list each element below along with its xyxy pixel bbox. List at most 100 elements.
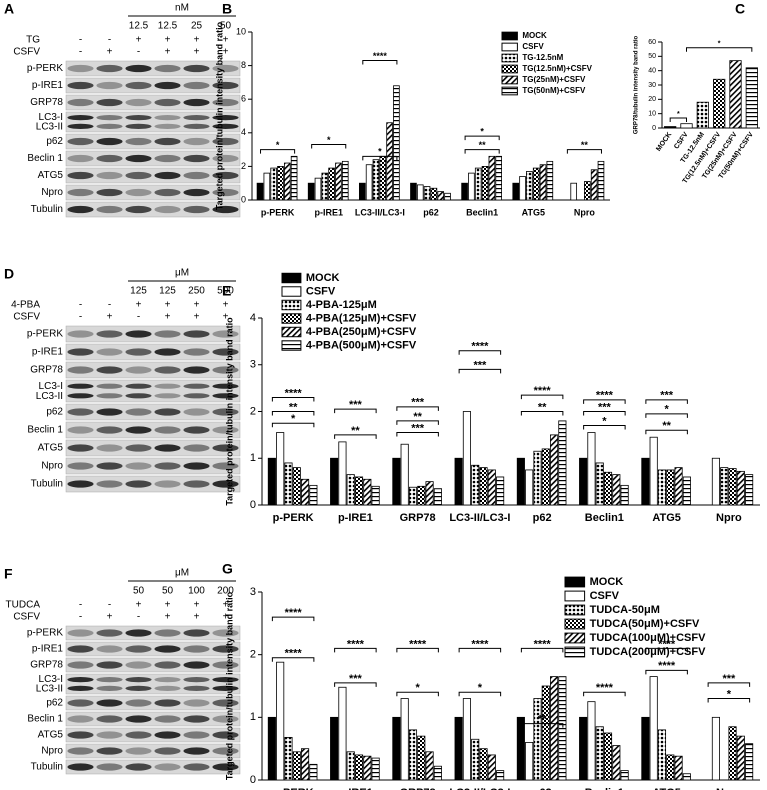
- bar: [425, 751, 434, 781]
- blot-band: [125, 480, 152, 488]
- blot-strip: [65, 641, 241, 657]
- significance-label: *: [276, 140, 280, 150]
- blot-band: [125, 393, 152, 399]
- x-tick-label: LC3-II/LC3-I: [355, 207, 405, 217]
- y-axis-label: Targeted protein/tubulin intensity band …: [224, 317, 234, 506]
- bar: [309, 484, 318, 506]
- concentration: 125: [159, 286, 176, 297]
- blot-band: [154, 81, 181, 90]
- legend-swatch: [501, 31, 518, 41]
- bar: [711, 457, 720, 506]
- blot-band: [212, 64, 239, 73]
- legend-swatch: [501, 53, 518, 63]
- panel-letter: F: [4, 566, 13, 582]
- band-label: p-IRE1: [32, 644, 64, 655]
- significance-bracket: [645, 413, 688, 418]
- band-label: Beclin 1: [27, 425, 63, 436]
- significance-label: ****: [534, 385, 552, 397]
- significance-label: **: [538, 714, 547, 726]
- blot-band: [96, 383, 123, 389]
- band-label: p-IRE1: [32, 347, 64, 358]
- blot-band: [183, 763, 210, 771]
- bar: [393, 85, 400, 201]
- y-tick-label: 2: [241, 161, 246, 171]
- blot-band: [125, 747, 152, 755]
- bar: [425, 481, 434, 506]
- blot-band: [154, 444, 181, 452]
- blot-band: [154, 188, 181, 197]
- bar: [729, 60, 742, 129]
- treatment-sign: +: [223, 300, 229, 311]
- y-tick-label: 6: [241, 94, 246, 104]
- significance-label: ***: [411, 397, 425, 409]
- bar: [283, 162, 291, 201]
- band-label: p-IRE1: [32, 80, 64, 91]
- bar: [745, 743, 754, 781]
- bar: [462, 698, 471, 781]
- significance-label: ****: [373, 51, 388, 61]
- bar: [525, 742, 534, 781]
- blot-band: [96, 747, 123, 755]
- legend-label: 4-PBA-125μM: [306, 299, 377, 311]
- significance-bracket: [271, 422, 315, 428]
- band-label: GRP78: [30, 660, 63, 671]
- x-tick-label: Npro: [574, 207, 595, 217]
- significance-bracket: [458, 350, 502, 355]
- bar: [587, 432, 596, 506]
- blot-band: [67, 763, 94, 771]
- treatment-sign: +: [165, 300, 171, 311]
- bar: [444, 192, 451, 201]
- legend-swatch: [564, 590, 586, 602]
- x-tick-label: LC3-II/LC3-I: [449, 512, 510, 524]
- treatment-sign: +: [136, 300, 142, 311]
- legend-swatch: [281, 313, 302, 324]
- blot-band: [96, 154, 123, 163]
- blot-band: [96, 64, 123, 73]
- blot-band: [67, 699, 94, 707]
- blot-band: [154, 123, 181, 129]
- legend-label: CSFV: [522, 42, 544, 51]
- concentration: 50: [162, 586, 174, 597]
- bar: [346, 474, 355, 506]
- bar: [284, 462, 293, 506]
- blot-band: [183, 123, 210, 129]
- bar: [649, 436, 658, 506]
- significance-label: **: [413, 411, 422, 423]
- blot-band: [154, 408, 181, 416]
- blot-band: [96, 330, 123, 338]
- bar: [570, 182, 578, 201]
- blot-band: [183, 661, 210, 669]
- blot-band: [96, 645, 123, 653]
- legend-label: TUDCA(200μM)+CSFV: [590, 646, 706, 658]
- blot-band: [96, 661, 123, 669]
- blot-band: [96, 408, 123, 416]
- bar: [532, 167, 540, 201]
- bar: [682, 773, 691, 781]
- bar: [590, 169, 598, 201]
- bar: [462, 411, 471, 506]
- blot-band: [96, 366, 123, 374]
- significance-bracket: [645, 669, 688, 675]
- significance-label: *: [677, 111, 680, 118]
- y-tick-label: 50: [648, 53, 656, 60]
- blot-strip: [65, 439, 241, 457]
- bar: [423, 186, 431, 201]
- bar: [666, 754, 675, 781]
- blot-band: [183, 137, 210, 146]
- blot-band: [183, 408, 210, 416]
- legend-label: TG(25nM)+CSFV: [522, 75, 586, 84]
- legend-swatch: [564, 618, 586, 630]
- y-tick-label: 20: [648, 96, 656, 103]
- x-tick-label: LC3-II/LC3-I: [449, 787, 510, 790]
- bar: [433, 488, 442, 506]
- significance-label: ***: [411, 422, 425, 434]
- band-label: Npro: [41, 187, 63, 198]
- band-label: GRP78: [30, 365, 63, 376]
- blot-band: [67, 137, 94, 146]
- bar: [533, 450, 542, 506]
- blot-band: [212, 747, 239, 755]
- blot-strip: [65, 673, 241, 695]
- treatment-sign: +: [223, 612, 229, 623]
- bar: [728, 468, 737, 506]
- treatment-sign: +: [165, 47, 171, 58]
